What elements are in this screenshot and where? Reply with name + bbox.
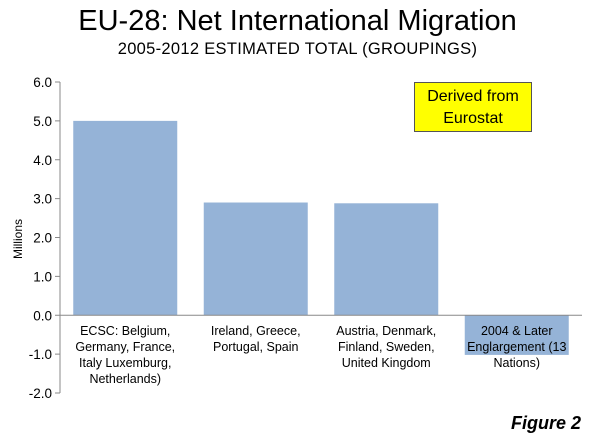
y-tick-label: 0.0 [33, 308, 52, 323]
bar [334, 203, 439, 316]
chart-title: EU-28: Net International Migration [78, 5, 517, 37]
category-label: Austria, Denmark, Finland, Sweden, Unite… [336, 324, 437, 371]
y-tick-label: 6.0 [33, 75, 52, 90]
source-note-line2: Eurostat [443, 110, 503, 127]
bar [203, 202, 308, 316]
category-label: Ireland, Greece, Portugal, Spain [210, 324, 301, 355]
y-tick-label: 3.0 [33, 192, 52, 207]
category-label: ECSC: Belgium, Germany, France, Italy Lu… [75, 324, 176, 387]
y-tick-label: -1.0 [29, 347, 52, 362]
category-label: 2004 & Later Englargement (13 Nations) [467, 324, 567, 371]
y-tick-label: 4.0 [33, 153, 52, 168]
bar [73, 120, 178, 316]
figure-label: Figure 2 [510, 413, 581, 433]
source-note-line1: Derived from [427, 88, 519, 105]
bar [464, 315, 569, 355]
y-tick-label: 5.0 [33, 114, 52, 129]
source-note: Derived from Eurostat [414, 82, 532, 132]
y-tick-label: 1.0 [33, 269, 52, 284]
y-tick-label: -2.0 [29, 386, 52, 401]
y-tick-label: 2.0 [33, 231, 52, 246]
chart-subtitle: 2005-2012 ESTIMATED TOTAL (GROUPINGS) [117, 40, 478, 58]
